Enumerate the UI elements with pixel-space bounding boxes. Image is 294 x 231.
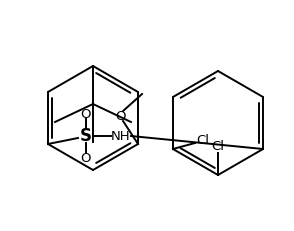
- Text: O: O: [115, 109, 125, 122]
- Text: Cl: Cl: [196, 134, 209, 148]
- Text: Cl: Cl: [211, 140, 225, 154]
- Text: O: O: [81, 152, 91, 164]
- Text: S: S: [80, 127, 92, 145]
- Text: NH: NH: [111, 130, 131, 143]
- Text: O: O: [81, 107, 91, 121]
